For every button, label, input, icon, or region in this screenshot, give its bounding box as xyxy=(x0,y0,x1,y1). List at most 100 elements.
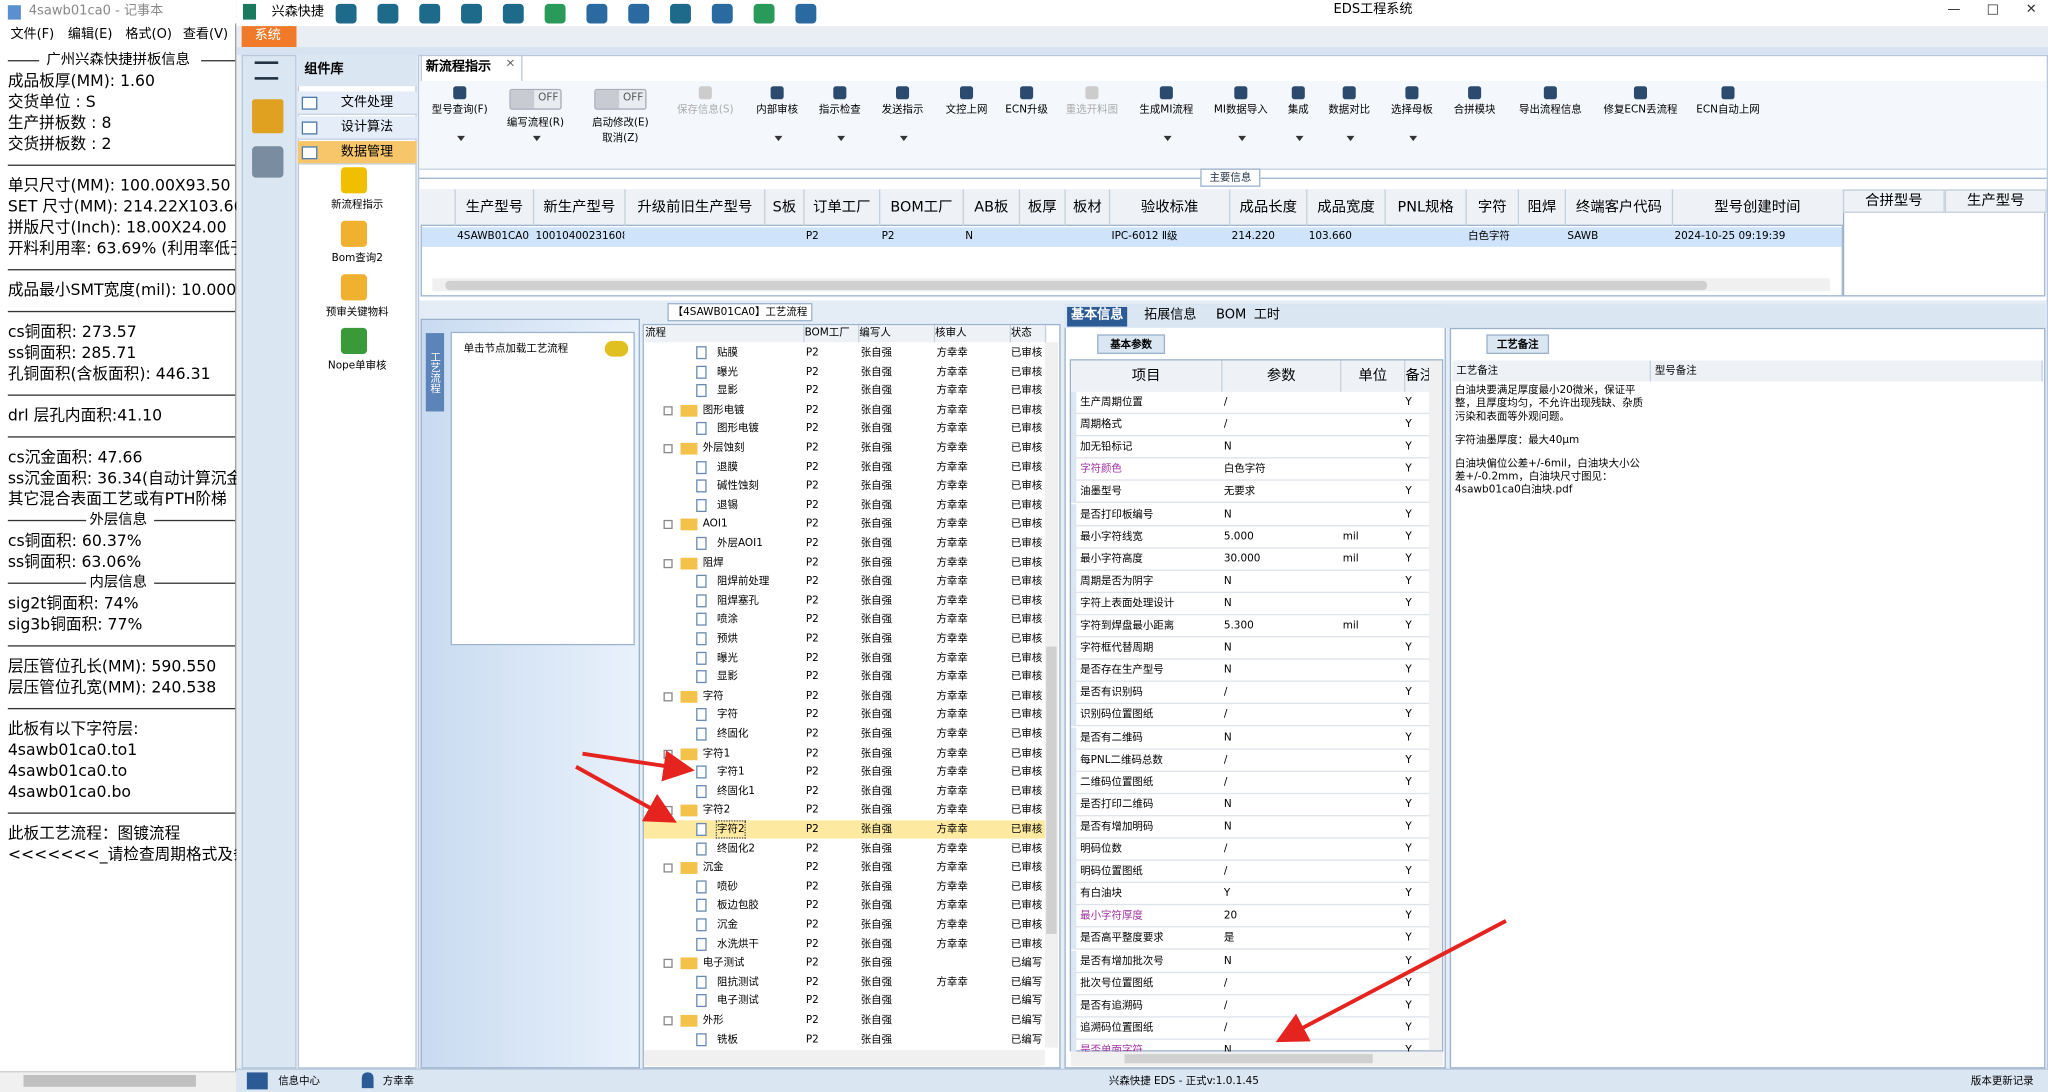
group-label[interactable]: 文件处理 xyxy=(340,95,394,110)
toolbar-button[interactable]: 型号查询(F) xyxy=(431,103,488,115)
toolbar-button[interactable]: 数据对比 xyxy=(1328,103,1371,115)
doc-tab[interactable]: 新流程指示 xyxy=(420,54,523,81)
node-label[interactable]: 字符1 xyxy=(702,746,731,759)
menu-tab[interactable]: 系统 xyxy=(241,26,297,48)
tab[interactable]: 拓展信息 xyxy=(1144,308,1197,323)
node-label[interactable]: 终固化1 xyxy=(717,784,756,797)
column-header[interactable]: 成品长度 xyxy=(1229,189,1306,226)
toolbar-button[interactable]: 生成MI流程 xyxy=(1139,103,1194,115)
tool-label[interactable]: 预审关键物料 xyxy=(325,305,389,318)
column-header[interactable]: 编写人 xyxy=(859,325,936,343)
group-item[interactable] xyxy=(297,116,417,140)
toolbar-button[interactable]: ECN升级 xyxy=(1005,103,1048,115)
column-header[interactable]: 合拼型号 xyxy=(1842,189,1945,213)
toolbar-button[interactable]: 编写流程(R) xyxy=(506,116,565,129)
tool-icon[interactable] xyxy=(340,167,368,194)
node-label[interactable]: 字符2 xyxy=(702,803,731,816)
sub-tab[interactable]: 基本参数 xyxy=(1097,334,1166,354)
tab[interactable]: BOM xyxy=(1215,308,1247,323)
node-label[interactable]: 字符 xyxy=(702,689,724,702)
toolbar-icon[interactable] xyxy=(419,3,441,24)
toolbar-button[interactable]: ECN自动上网 xyxy=(1696,103,1760,115)
node-label[interactable]: 阻抗测试 xyxy=(717,975,759,988)
node-label[interactable]: 预烘 xyxy=(717,632,738,644)
toolbar-icon[interactable] xyxy=(544,3,566,24)
toolbar-button[interactable]: 修复ECN丢流程 xyxy=(1603,103,1678,115)
column-header[interactable]: 新生产型号 xyxy=(532,189,624,226)
node-label[interactable]: 水洗烘干 xyxy=(717,937,759,950)
toolbar-icon[interactable] xyxy=(711,3,733,24)
node-label[interactable]: 电子测试 xyxy=(717,994,759,1007)
node-label[interactable]: 外层蚀刻 xyxy=(702,441,745,454)
toolbar-icon[interactable] xyxy=(795,3,817,24)
toolbar-button[interactable]: 合拼模块 xyxy=(1453,103,1496,115)
tab[interactable]: 基本信息 xyxy=(1067,306,1128,327)
column-header[interactable]: 生产型号 xyxy=(454,189,533,226)
toolbar-button[interactable]: 取消(Z) xyxy=(602,131,639,144)
node-label[interactable]: 贴膜 xyxy=(717,346,738,358)
column-header[interactable]: 核审人 xyxy=(935,325,1011,343)
node-label[interactable]: 终固化2 xyxy=(717,841,756,854)
column-header[interactable]: 单位 xyxy=(1341,360,1406,392)
column-header[interactable]: 状态 xyxy=(1010,325,1047,343)
node-label[interactable]: 图形电镀 xyxy=(702,403,745,416)
column-header[interactable]: 型号备注 xyxy=(1650,360,2043,382)
side-tab[interactable]: 工艺流程 xyxy=(425,333,445,412)
node-label[interactable]: 外形 xyxy=(702,1013,724,1026)
column-header[interactable]: S板 xyxy=(764,189,803,226)
toolbar-icon[interactable] xyxy=(461,3,482,24)
column-header[interactable]: 验收标准 xyxy=(1108,189,1229,226)
toolbar-button[interactable]: 选择母板 xyxy=(1391,103,1433,115)
toolbar-icon[interactable] xyxy=(335,3,357,24)
node-label[interactable]: 退膜 xyxy=(717,460,738,473)
group-label[interactable]: 设计算法 xyxy=(340,120,394,135)
column-header[interactable]: 项目 xyxy=(1071,360,1223,392)
tool-label[interactable]: 新流程指示 xyxy=(331,198,384,211)
toolbar-icon[interactable] xyxy=(670,3,691,24)
node-label[interactable]: 曝光 xyxy=(717,651,738,664)
toolbar-button[interactable]: 发送指示 xyxy=(881,103,924,115)
column-header[interactable]: 型号创建时间 xyxy=(1671,189,1842,226)
toolbar-icon[interactable] xyxy=(586,3,608,24)
column-header[interactable]: 成品宽度 xyxy=(1306,189,1384,226)
node-label[interactable]: 阻焊塞孔 xyxy=(717,594,759,606)
menu-item[interactable]: 格式(O) xyxy=(125,27,172,42)
node-label[interactable]: 退锡 xyxy=(717,498,738,511)
column-header[interactable]: 生产型号 xyxy=(1944,189,2047,213)
node-label[interactable]: 终固化 xyxy=(717,727,749,740)
node-label[interactable]: 阻焊前处理 xyxy=(717,574,770,587)
node-label[interactable]: 显影 xyxy=(717,670,738,683)
menu-item[interactable]: 文件(F) xyxy=(10,27,55,42)
tool-icon[interactable] xyxy=(340,220,368,247)
status-item[interactable]: 版本更新记录 xyxy=(1970,1075,2034,1087)
toolbar-icon[interactable] xyxy=(753,3,775,24)
node-label[interactable]: 曝光 xyxy=(717,365,738,377)
group-item[interactable] xyxy=(297,141,417,165)
window-control[interactable]: — xyxy=(1947,2,1961,17)
tab[interactable]: 工时 xyxy=(1253,308,1280,323)
column-header[interactable]: 升级前旧生产型号 xyxy=(624,189,764,226)
node-label[interactable]: 铣板 xyxy=(717,1032,738,1045)
column-header[interactable]: BOM工厂 xyxy=(804,325,860,343)
toolbar-button[interactable]: MI数据导入 xyxy=(1213,103,1268,115)
column-header[interactable]: 终端客户代码 xyxy=(1564,189,1672,226)
column-header[interactable]: 工艺备注 xyxy=(1452,360,1651,382)
menu-item[interactable]: 查看(V) xyxy=(182,27,229,42)
node-label[interactable]: 沉金 xyxy=(702,861,724,873)
toolbar-button[interactable]: 文控上网 xyxy=(945,103,988,115)
node-label[interactable]: 沉金 xyxy=(717,918,738,931)
tool-label[interactable]: Nope单审核 xyxy=(327,359,387,371)
column-header[interactable]: 板材 xyxy=(1064,189,1108,226)
column-header[interactable]: 字符 xyxy=(1465,189,1517,226)
toolbar-icon[interactable] xyxy=(502,3,524,24)
tab-close[interactable]: × xyxy=(505,57,516,71)
toolbar-button[interactable]: 内部审核 xyxy=(756,103,799,115)
node-label[interactable]: 喷砂 xyxy=(717,880,738,892)
column-header[interactable]: PNL规格 xyxy=(1384,189,1465,226)
toolbar-icon[interactable] xyxy=(377,3,399,24)
group-item[interactable] xyxy=(297,91,417,115)
toolbar-button[interactable]: 指示检查 xyxy=(818,103,861,115)
status-item[interactable]: 信息中心 xyxy=(278,1075,320,1087)
node-label[interactable]: 图形电镀 xyxy=(717,422,759,435)
column-header[interactable]: 订单工厂 xyxy=(803,189,879,226)
